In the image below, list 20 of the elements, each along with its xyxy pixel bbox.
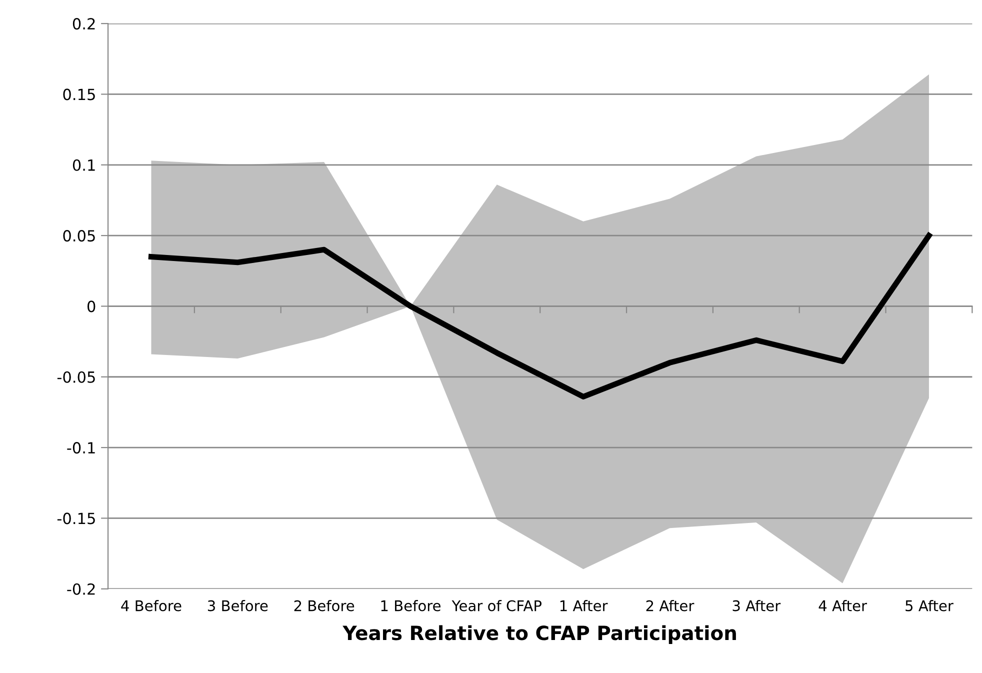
x-tick-label: 4 After <box>818 600 868 612</box>
x-tick-label: 4 Before <box>121 600 182 612</box>
x-tick-label: 3 After <box>732 600 781 612</box>
x-tick-label: 3 Before <box>208 600 268 612</box>
y-tick-label: 0.1 <box>72 159 95 171</box>
y-tick-label: -0.1 <box>67 442 95 454</box>
y-tick-label: 0.15 <box>63 88 95 100</box>
y-tick-label: -0.05 <box>57 371 95 383</box>
x-tick-label: 2 Before <box>294 600 354 612</box>
x-tick-label: 1 Before <box>381 600 440 612</box>
x-tick-label: Year of CFAP <box>452 600 542 612</box>
x-tick-label: 2 After <box>646 600 694 612</box>
y-tick-label: 0.2 <box>72 18 95 30</box>
x-axis-title: Years Relative to CFAP Participation <box>342 625 736 644</box>
y-tick-label: -0.2 <box>67 583 95 595</box>
y-tick-label: 0.05 <box>63 230 95 242</box>
y-tick-label: 0 <box>88 300 96 312</box>
y-tick-label: -0.15 <box>57 512 95 524</box>
x-tick-label: 1 After <box>560 600 608 612</box>
x-tick-label: 5 After <box>906 600 954 612</box>
